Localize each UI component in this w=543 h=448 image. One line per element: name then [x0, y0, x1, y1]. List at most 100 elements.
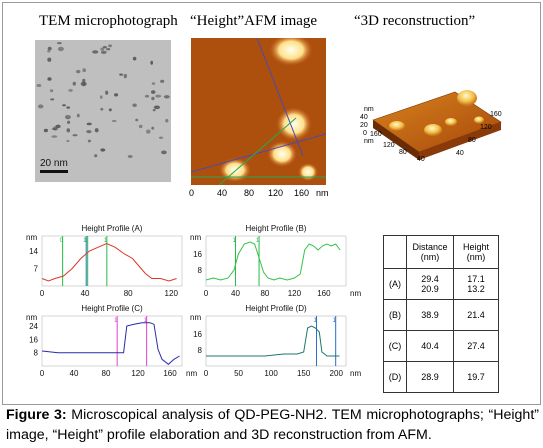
tem-particle — [53, 126, 58, 131]
chart-title: Height Profile (D) — [245, 304, 307, 313]
x-tick-label: 40 — [231, 289, 240, 298]
tem-particle — [119, 73, 123, 76]
tem-particle — [80, 81, 87, 86]
tem-particle — [94, 154, 98, 158]
y-axis-label: nm — [26, 313, 37, 322]
profile-line — [41, 242, 177, 282]
tem-particle — [161, 150, 167, 155]
tem-particle — [112, 119, 117, 123]
cursor-marker-label: 1 — [232, 238, 236, 244]
tem-particle — [146, 129, 151, 134]
tem-particle — [76, 113, 80, 118]
table-cell-distance: 29.4 20.9 — [406, 268, 454, 300]
table-cell-distance: 28.9 — [406, 361, 454, 393]
cursor-marker-label: 0 — [60, 238, 64, 244]
chart-title: Height Profile (A) — [82, 224, 143, 233]
cursor-marker-label: 1 — [104, 238, 108, 244]
y-axis-label: nm — [190, 233, 201, 242]
tem-particle — [100, 107, 104, 111]
tem-particle — [105, 90, 109, 95]
tem-particle — [47, 46, 52, 51]
x-tick-label: 0 — [40, 289, 45, 298]
y-tick-label: 14 — [29, 247, 38, 256]
tem-particle — [47, 77, 52, 81]
afm-x-unit: nm — [316, 188, 329, 198]
tem-particle — [123, 73, 127, 79]
caption-text: Microscopical analysis of QD-PEG-NH2. TE… — [6, 407, 539, 443]
table-cell-height: 17.1 13.2 — [453, 268, 499, 300]
tem-particle — [151, 96, 155, 101]
profile-line — [206, 325, 340, 357]
tem-title: TEM microphotograph — [39, 13, 178, 29]
chart-title: Height Profile (B) — [246, 224, 307, 233]
table-header-blank — [383, 235, 407, 269]
scale-bar — [40, 170, 68, 173]
y-tick-label: 8 — [198, 266, 203, 275]
table-row-label: (D) — [383, 361, 407, 393]
plot-area — [41, 315, 183, 367]
plot-area — [205, 235, 347, 287]
tem-particle — [160, 79, 165, 83]
afm-x-tick: 40 — [217, 188, 228, 198]
cursor-marker-label: 1 — [144, 318, 148, 324]
tem-particle — [37, 104, 44, 109]
tem-particle — [87, 139, 91, 143]
tem-particle — [165, 118, 169, 123]
y-tick-label: 16 — [193, 330, 202, 339]
tem-particle — [68, 89, 73, 92]
tem-particle — [100, 148, 106, 152]
table-cell-distance: 40.4 — [406, 330, 454, 362]
tem-particle — [67, 120, 71, 125]
plot-area — [41, 235, 183, 287]
x-tick-label: 120 — [288, 289, 302, 298]
tem-particle — [132, 103, 137, 107]
cursor-marker-label: 1 — [256, 238, 260, 244]
recon-x-tick: 80 — [399, 149, 407, 156]
tem-particle — [57, 46, 64, 52]
afm-x-tick: 120 — [268, 188, 284, 198]
x-tick-label: 120 — [165, 289, 179, 298]
tem-particle — [47, 49, 51, 53]
recon-z-unit: nm — [364, 106, 374, 113]
tem-particle — [66, 140, 70, 142]
tem-particle — [65, 115, 71, 120]
plot-area — [205, 315, 347, 367]
tem-particle — [36, 84, 42, 87]
recon-y-tick: 120 — [480, 124, 492, 131]
reconstruction-3d — [372, 90, 502, 160]
tem-particle — [100, 50, 107, 54]
table-header-height: Height (nm) — [453, 235, 499, 269]
tem-particle — [151, 126, 155, 130]
tem-particle — [163, 95, 170, 99]
caption-label: Figure 3: — [6, 407, 67, 423]
x-axis-unit: nm — [350, 369, 361, 378]
tem-particle — [135, 118, 139, 122]
tem-particle — [100, 47, 104, 51]
tem-image: 20 nm — [35, 40, 171, 182]
cursor-marker-label: 1 — [114, 318, 118, 324]
tem-particle — [108, 44, 112, 48]
tem-particle — [76, 69, 81, 74]
afm-x-tick: 160 — [294, 188, 310, 198]
recon-x-tick: 120 — [383, 142, 395, 149]
tem-particle — [50, 98, 55, 101]
table-cell-distance: 38.9 — [406, 299, 454, 331]
y-tick-label: 7 — [34, 265, 39, 274]
recon-y-tick: 40 — [456, 150, 464, 157]
chart-title: Height Profile (C) — [81, 304, 143, 313]
distance-height-table: Distance (nm) Height (nm) (A) 29.4 20.9 … — [383, 235, 499, 393]
tem-particle — [47, 57, 52, 62]
recon-corner-unit: nm — [364, 138, 374, 145]
cursor-marker-label: 1 — [333, 318, 337, 324]
tem-particle — [51, 135, 58, 138]
x-tick-label: 0 — [40, 369, 45, 378]
y-axis-label: nm — [26, 233, 37, 242]
recon-y-tick: 160 — [490, 111, 502, 118]
recon-z-tick: 40 — [360, 114, 368, 121]
recon-title: “3D reconstruction” — [354, 13, 476, 29]
tem-particle — [114, 93, 119, 97]
table-row-label: (B) — [383, 299, 407, 331]
afm-x-tick: 80 — [244, 188, 255, 198]
x-tick-label: 50 — [234, 369, 243, 378]
tem-particle — [49, 89, 54, 93]
